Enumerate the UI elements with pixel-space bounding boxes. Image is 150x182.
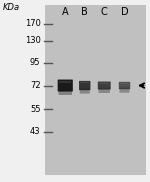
FancyBboxPatch shape (79, 81, 90, 90)
Text: C: C (101, 7, 108, 17)
Text: 43: 43 (30, 127, 40, 136)
FancyBboxPatch shape (119, 87, 130, 93)
Text: 130: 130 (25, 36, 40, 46)
FancyBboxPatch shape (80, 88, 90, 94)
FancyBboxPatch shape (120, 83, 129, 84)
Text: A: A (62, 7, 69, 17)
FancyBboxPatch shape (59, 81, 71, 83)
Text: KDa: KDa (3, 3, 20, 12)
Bar (45, 5, 146, 175)
Text: D: D (121, 7, 128, 17)
Text: 55: 55 (30, 105, 40, 114)
Text: 72: 72 (30, 81, 40, 90)
FancyBboxPatch shape (99, 83, 109, 84)
FancyBboxPatch shape (98, 82, 111, 90)
Text: B: B (81, 7, 88, 17)
FancyBboxPatch shape (58, 80, 73, 92)
FancyBboxPatch shape (99, 88, 110, 93)
FancyBboxPatch shape (80, 82, 89, 84)
FancyBboxPatch shape (58, 90, 72, 95)
Text: 95: 95 (30, 58, 40, 67)
FancyBboxPatch shape (119, 82, 130, 89)
Text: 170: 170 (25, 19, 40, 28)
